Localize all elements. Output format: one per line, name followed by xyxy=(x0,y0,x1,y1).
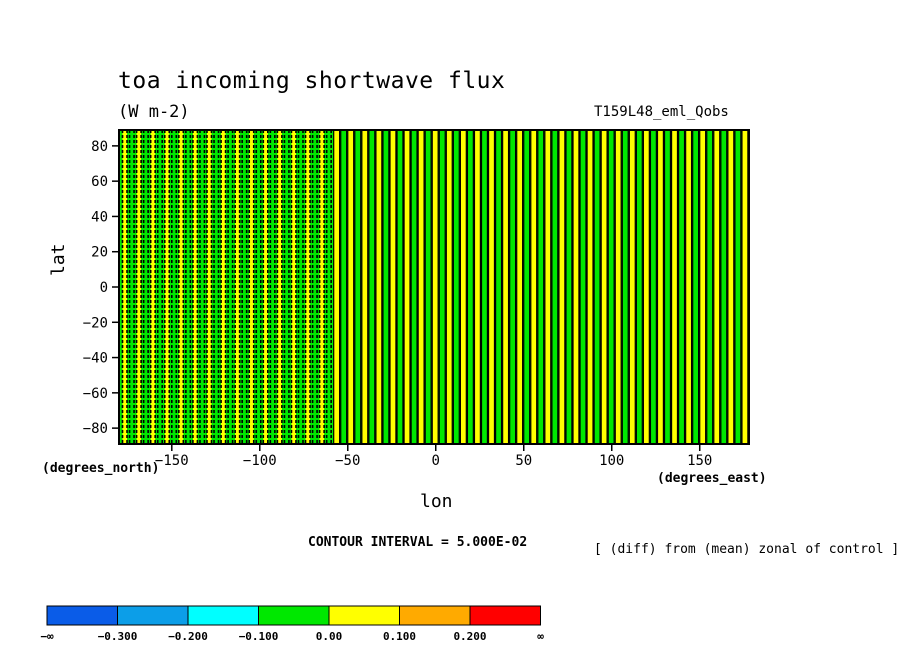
field-stripe xyxy=(657,130,664,444)
field-stripe xyxy=(516,130,523,444)
field-stripe xyxy=(305,130,311,444)
y-tick-label: −40 xyxy=(83,351,108,367)
field-stripe xyxy=(347,130,354,444)
field-stripe xyxy=(615,130,622,444)
field-stripe xyxy=(178,130,184,444)
x-tick-label: 0 xyxy=(432,453,440,469)
chart-units: (W m-2) xyxy=(118,102,190,122)
field-stripe xyxy=(544,130,551,444)
contour-interval: CONTOUR INTERVAL = 5.000E-02 xyxy=(308,535,528,550)
field-stripe xyxy=(685,130,692,444)
run-name: T159L48_eml_Qobs xyxy=(594,104,729,120)
colorbar-swatch xyxy=(46,605,118,626)
field-stripe xyxy=(488,130,495,444)
field-stripe xyxy=(713,130,720,444)
x-tick-label: 50 xyxy=(515,453,532,469)
field-stripe xyxy=(699,130,706,444)
x-tick-label: −50 xyxy=(335,453,360,469)
colorbar-swatch xyxy=(328,605,400,626)
contour-lines xyxy=(121,130,749,444)
colorbar-swatch xyxy=(399,605,471,626)
field-stripe xyxy=(235,130,240,444)
field-stripe xyxy=(277,130,282,444)
x-tick-label: −150 xyxy=(155,453,189,469)
x-axis-unit: (degrees_east) xyxy=(657,471,767,486)
field-stripe xyxy=(164,130,170,444)
colorbar-label: 0.00 xyxy=(316,630,343,643)
y-tick-label: −20 xyxy=(83,315,108,331)
field-stripe xyxy=(558,130,565,444)
field-stripe xyxy=(741,130,748,444)
x-axis-label: lon xyxy=(420,491,453,512)
field-stripe xyxy=(727,130,734,444)
field-stripe xyxy=(150,130,156,444)
colorbar-swatch xyxy=(187,605,259,626)
field-stripe xyxy=(629,130,636,444)
field-stripe xyxy=(122,130,128,444)
colorbar-label: ∞ xyxy=(537,630,544,643)
field-stripe xyxy=(333,130,340,444)
y-tick-label: 80 xyxy=(91,139,108,155)
colorbar-label: −0.100 xyxy=(239,630,279,643)
field-stripe xyxy=(530,130,537,444)
field-stripe xyxy=(375,130,382,444)
field-stripe xyxy=(474,130,481,444)
field-stripe xyxy=(221,130,226,444)
diff-note: [ (diff) from (mean) zonal of control ] xyxy=(594,542,900,557)
y-tick-label: 0 xyxy=(100,280,108,296)
field-stripe xyxy=(573,130,579,444)
field-stripe xyxy=(601,130,608,444)
field-stripe xyxy=(192,130,198,444)
y-tick-label: 40 xyxy=(91,209,108,225)
x-tick-label: −100 xyxy=(243,453,277,469)
y-tick-label: 60 xyxy=(91,174,108,190)
y-tick-label: −80 xyxy=(83,421,108,437)
field-stripe xyxy=(446,130,453,444)
field-stripe xyxy=(249,130,254,444)
colorbar-label: −0.300 xyxy=(98,630,138,643)
x-axis: −150 −100 −50 0 50 100 150 xyxy=(155,444,712,469)
colorbar: −∞ −0.300 −0.200 −0.100 0.00 0.100 0.200 ∞ xyxy=(40,605,544,643)
colorbar-label: −∞ xyxy=(40,630,54,643)
field-stripe xyxy=(361,130,368,444)
field-stripe xyxy=(404,130,410,444)
y-tick-label: 20 xyxy=(91,245,108,261)
y-axis-unit: (degrees_north) xyxy=(42,461,160,476)
colorbar-label: 0.100 xyxy=(383,630,416,643)
colorbar-label: 0.200 xyxy=(453,630,486,643)
field-stripe xyxy=(263,130,268,444)
field-stripe xyxy=(390,130,396,444)
field-stripe xyxy=(587,130,594,444)
field-stripe xyxy=(136,130,142,444)
field-stripe xyxy=(418,130,425,444)
y-axis: 80 60 40 20 0 −20 −40 −60 −80 xyxy=(83,139,119,437)
field-stripe xyxy=(432,130,439,444)
colorbar-swatch xyxy=(469,605,541,626)
colorbar-swatch xyxy=(117,605,189,626)
field-stripe xyxy=(460,130,467,444)
y-tick-label: −60 xyxy=(83,386,108,402)
field-stripe xyxy=(671,130,678,444)
x-tick-label: 150 xyxy=(687,453,712,469)
field-stripe xyxy=(291,130,296,444)
field-stripe xyxy=(643,130,650,444)
colorbar-swatch xyxy=(258,605,330,626)
field-stripe xyxy=(502,130,509,444)
field-stripe xyxy=(319,130,325,444)
field-stripe xyxy=(206,130,212,444)
chart-title: toa incoming shortwave flux xyxy=(118,68,506,94)
x-tick-label: 100 xyxy=(599,453,624,469)
colorbar-label: −0.200 xyxy=(168,630,208,643)
